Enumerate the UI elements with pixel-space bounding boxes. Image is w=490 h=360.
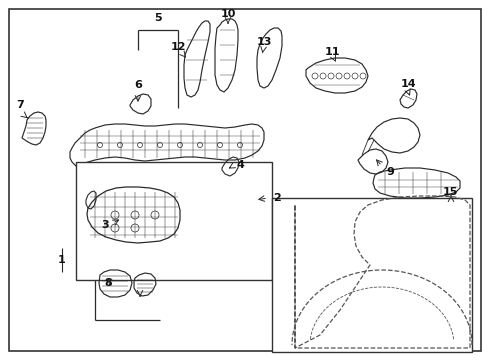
Text: 15: 15 — [442, 187, 458, 197]
Text: 11: 11 — [324, 47, 340, 57]
Text: 2: 2 — [273, 193, 281, 203]
Text: 6: 6 — [134, 80, 142, 90]
Bar — [76, 162, 272, 280]
Text: 9: 9 — [386, 167, 394, 177]
Text: 13: 13 — [256, 37, 271, 47]
Text: 12: 12 — [170, 42, 186, 52]
Text: 3: 3 — [101, 220, 109, 230]
Text: 5: 5 — [154, 13, 162, 23]
Text: 14: 14 — [400, 79, 416, 89]
Text: 8: 8 — [104, 278, 112, 288]
Text: 4: 4 — [236, 160, 244, 170]
Text: 10: 10 — [220, 9, 236, 19]
Text: 7: 7 — [16, 100, 24, 110]
Text: 1: 1 — [58, 255, 66, 265]
Bar — [272, 198, 472, 352]
